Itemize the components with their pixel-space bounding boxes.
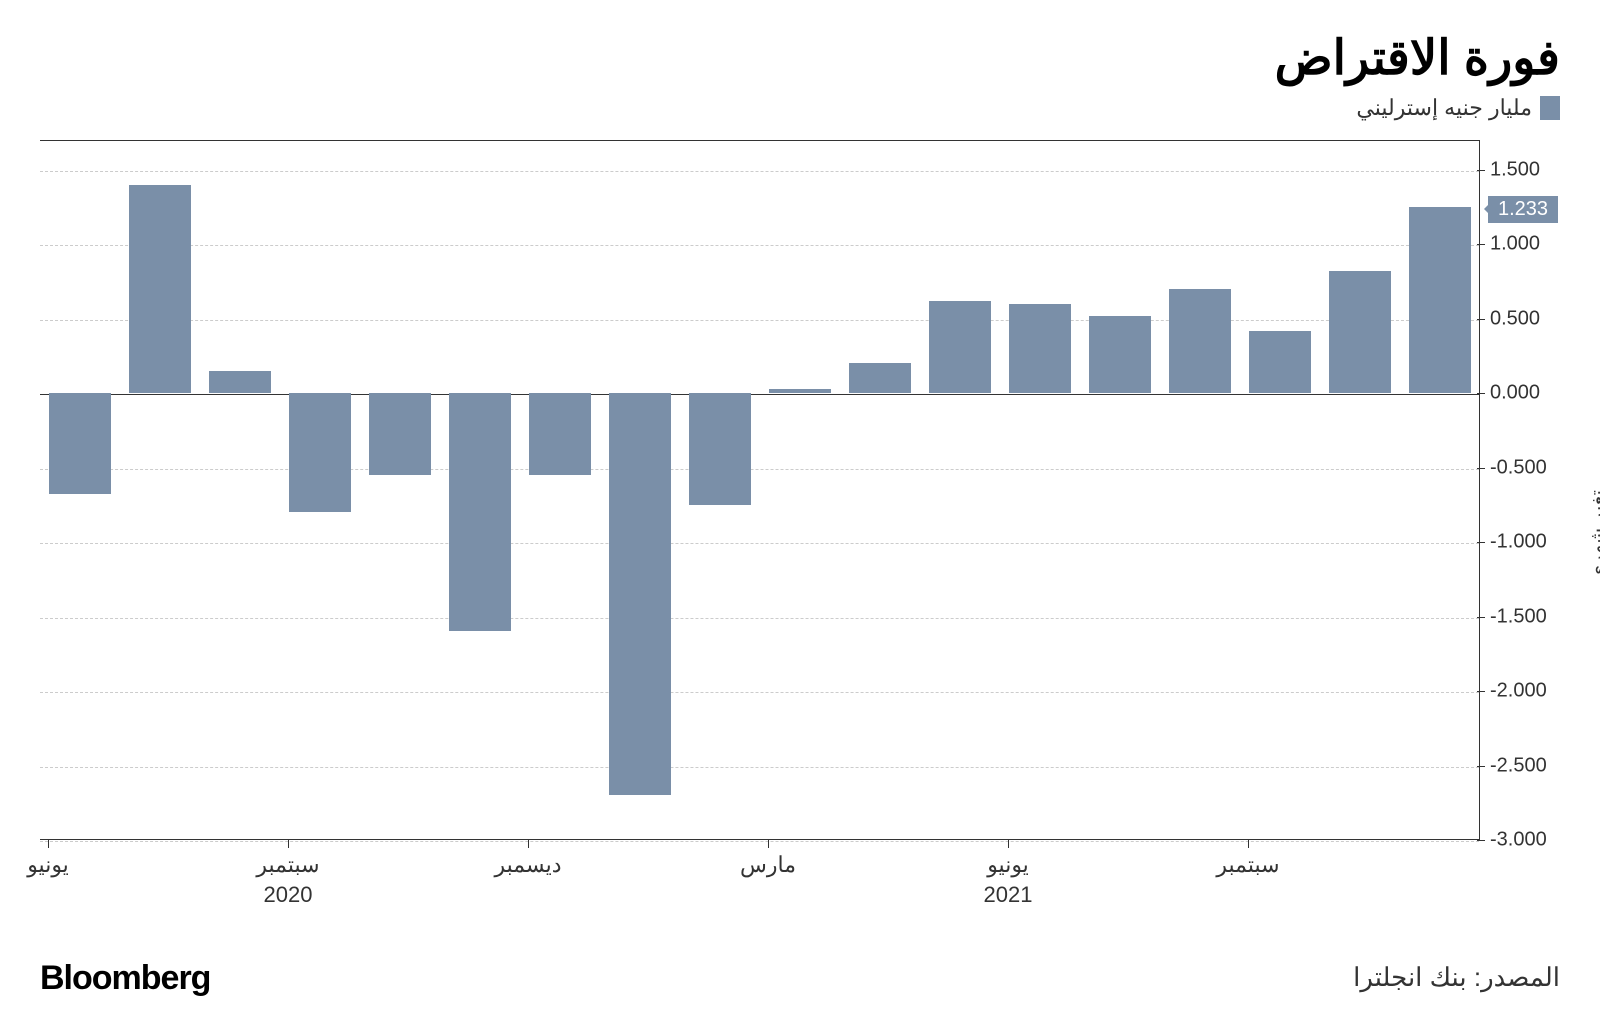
gridline bbox=[40, 692, 1479, 693]
y-tick-mark bbox=[1477, 170, 1485, 171]
y-tick-label: -3.000 bbox=[1490, 829, 1560, 852]
x-year-label: 2020 bbox=[264, 882, 313, 908]
legend: مليار جنيه إسترليني bbox=[1356, 95, 1560, 121]
bar bbox=[929, 301, 991, 393]
gridline bbox=[40, 543, 1479, 544]
baseline bbox=[40, 394, 1479, 395]
value-callout: 1.233 bbox=[1488, 196, 1558, 223]
bar bbox=[209, 371, 271, 393]
chart-title: فورة الاقتراض bbox=[1275, 30, 1560, 86]
y-tick-label: -1.000 bbox=[1490, 531, 1560, 554]
x-tick-mark bbox=[528, 840, 529, 848]
x-tick-label: سبتمبر bbox=[256, 852, 319, 878]
x-tick-mark bbox=[768, 840, 769, 848]
y-tick-label: -2.000 bbox=[1490, 680, 1560, 703]
y-tick-label: 0.500 bbox=[1490, 307, 1560, 330]
gridline bbox=[40, 618, 1479, 619]
y-tick-label: -2.500 bbox=[1490, 754, 1560, 777]
y-tick-label: 1.500 bbox=[1490, 158, 1560, 181]
x-tick-label: يونيو bbox=[27, 852, 69, 878]
y-tick-mark bbox=[1477, 393, 1485, 394]
bar bbox=[609, 393, 671, 795]
bar bbox=[129, 185, 191, 394]
gridline bbox=[40, 245, 1479, 246]
bar bbox=[689, 393, 751, 505]
gridline bbox=[40, 767, 1479, 768]
y-tick-mark bbox=[1477, 766, 1485, 767]
y-tick-label: 1.000 bbox=[1490, 233, 1560, 256]
gridline bbox=[40, 171, 1479, 172]
chart-plot-area bbox=[40, 140, 1480, 840]
x-tick-label: ديسمبر bbox=[494, 852, 561, 878]
bar bbox=[1409, 207, 1471, 393]
y-tick-mark bbox=[1477, 617, 1485, 618]
bar bbox=[1329, 271, 1391, 393]
source-text: المصدر: بنك انجلترا bbox=[1353, 962, 1560, 993]
y-tick-mark bbox=[1477, 840, 1485, 841]
y-axis: 1.500 1.000 0.500 0.000 -0.500 -1.000 -1.500 -2… bbox=[1480, 140, 1560, 840]
y-tick-mark bbox=[1477, 468, 1485, 469]
x-tick-mark bbox=[1248, 840, 1249, 848]
bar bbox=[1249, 331, 1311, 394]
y-axis-title: تغير شهري bbox=[1586, 490, 1600, 581]
bloomberg-logo: Bloomberg bbox=[40, 959, 210, 998]
bar bbox=[289, 393, 351, 512]
x-tick-label: سبتمبر bbox=[1216, 852, 1279, 878]
gridline bbox=[40, 469, 1479, 470]
x-tick-mark bbox=[1008, 840, 1009, 848]
bar bbox=[849, 363, 911, 393]
x-tick-label: مارس bbox=[740, 852, 796, 878]
x-tick-label: يونيو bbox=[987, 852, 1029, 878]
bar bbox=[529, 393, 591, 475]
legend-swatch bbox=[1540, 96, 1560, 120]
y-tick-label: 0.000 bbox=[1490, 382, 1560, 405]
gridline bbox=[40, 841, 1479, 842]
y-tick-mark bbox=[1477, 691, 1485, 692]
legend-label: مليار جنيه إسترليني bbox=[1356, 95, 1532, 121]
bar bbox=[769, 389, 831, 393]
x-year-label: 2021 bbox=[984, 882, 1033, 908]
y-tick-mark bbox=[1477, 542, 1485, 543]
bar bbox=[49, 393, 111, 494]
bar bbox=[1169, 289, 1231, 393]
bar bbox=[1009, 304, 1071, 393]
x-tick-mark bbox=[48, 840, 49, 848]
bar bbox=[369, 393, 431, 475]
y-tick-mark bbox=[1477, 319, 1485, 320]
x-tick-mark bbox=[288, 840, 289, 848]
y-tick-label: -1.500 bbox=[1490, 605, 1560, 628]
y-tick-label: -0.500 bbox=[1490, 456, 1560, 479]
bar bbox=[449, 393, 511, 631]
y-tick-mark bbox=[1477, 244, 1485, 245]
gridline bbox=[40, 320, 1479, 321]
bar bbox=[1089, 316, 1151, 393]
